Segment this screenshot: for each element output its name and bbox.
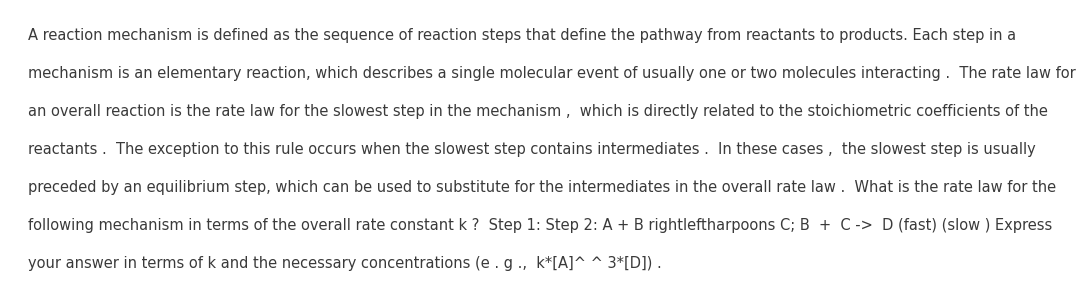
Text: your answer in terms of k and the necessary concentrations (e . g .,  k*[A]^ ^ 3: your answer in terms of k and the necess…: [28, 256, 662, 271]
Text: an overall reaction is the rate law for the slowest step in the mechanism ,  whi: an overall reaction is the rate law for …: [28, 104, 1048, 119]
Text: reactants .  The exception to this rule occurs when the slowest step contains in: reactants . The exception to this rule o…: [28, 142, 1036, 157]
Text: mechanism is an elementary reaction, which describes a single molecular event of: mechanism is an elementary reaction, whi…: [28, 66, 1076, 81]
Text: A reaction mechanism is defined as the sequence of reaction steps that define th: A reaction mechanism is defined as the s…: [28, 28, 1016, 43]
Text: preceded by an equilibrium step, which can be used to substitute for the interme: preceded by an equilibrium step, which c…: [28, 180, 1057, 195]
Text: following mechanism in terms of the overall rate constant k ?  Step 1: Step 2: A: following mechanism in terms of the over…: [28, 218, 1052, 233]
